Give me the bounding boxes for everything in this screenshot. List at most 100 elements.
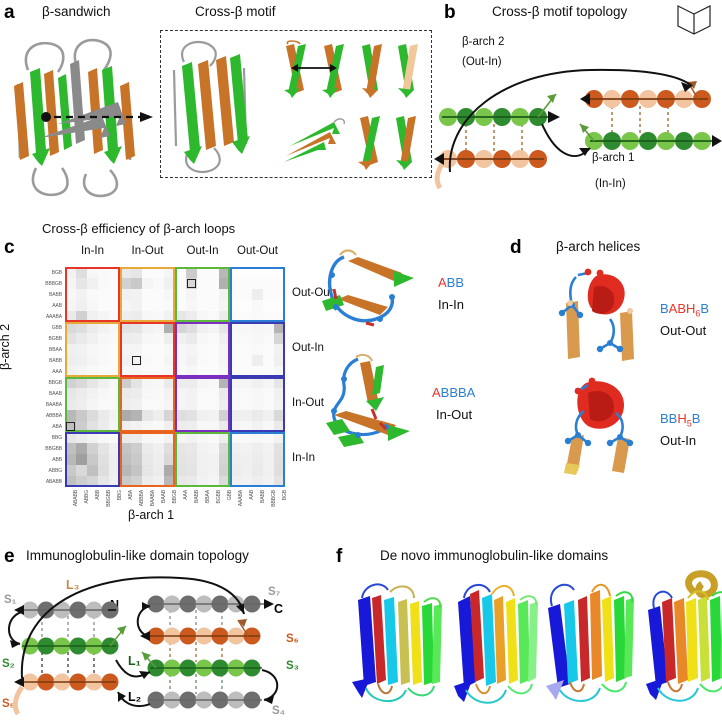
heatmap-cell[interactable]	[186, 432, 197, 443]
heatmap-cell[interactable]	[208, 388, 219, 399]
heatmap-cell[interactable]	[153, 267, 164, 278]
heatmap-cell[interactable]	[274, 366, 285, 377]
heatmap-cell[interactable]	[65, 432, 76, 443]
heatmap-cell[interactable]	[142, 410, 153, 421]
heatmap-cell[interactable]	[241, 443, 252, 454]
heatmap-cell[interactable]	[109, 289, 120, 300]
heatmap-cell[interactable]	[241, 289, 252, 300]
heatmap-cell[interactable]	[252, 300, 263, 311]
heatmap-cell[interactable]	[230, 476, 241, 487]
heatmap-cell[interactable]	[98, 410, 109, 421]
heatmap-cell[interactable]	[208, 443, 219, 454]
heatmap-cell[interactable]	[263, 300, 274, 311]
heatmap-cell[interactable]	[76, 366, 87, 377]
heatmap-cell[interactable]	[131, 421, 142, 432]
heatmap-cell[interactable]	[186, 377, 197, 388]
heatmap-cell[interactable]	[142, 300, 153, 311]
heatmap-cell[interactable]	[87, 399, 98, 410]
heatmap-cell[interactable]	[76, 443, 87, 454]
heatmap-cell[interactable]	[131, 322, 142, 333]
heatmap-cell[interactable]	[76, 333, 87, 344]
heatmap-cell[interactable]	[142, 443, 153, 454]
heatmap-cell[interactable]	[197, 443, 208, 454]
heatmap-cell[interactable]	[175, 432, 186, 443]
heatmap-cell[interactable]	[131, 311, 142, 322]
heatmap-cell[interactable]	[76, 377, 87, 388]
heatmap-cell[interactable]	[219, 344, 230, 355]
heatmap-cell[interactable]	[87, 344, 98, 355]
heatmap-cell[interactable]	[208, 476, 219, 487]
heatmap-cell[interactable]	[109, 432, 120, 443]
heatmap-cell[interactable]	[186, 333, 197, 344]
heatmap-cell[interactable]	[186, 300, 197, 311]
heatmap-cell[interactable]	[131, 267, 142, 278]
heatmap-cell[interactable]	[208, 377, 219, 388]
heatmap-cell[interactable]	[230, 421, 241, 432]
heatmap-cell[interactable]	[252, 454, 263, 465]
heatmap-cell[interactable]	[98, 388, 109, 399]
heatmap-cell[interactable]	[274, 476, 285, 487]
heatmap-cell[interactable]	[164, 311, 175, 322]
heatmap-cell[interactable]	[131, 432, 142, 443]
heatmap-cell[interactable]	[241, 454, 252, 465]
heatmap-cell[interactable]	[230, 399, 241, 410]
heatmap-cell[interactable]	[274, 289, 285, 300]
heatmap-cell[interactable]	[219, 355, 230, 366]
heatmap-cell[interactable]	[98, 311, 109, 322]
heatmap-cell[interactable]	[109, 300, 120, 311]
heatmap-cell[interactable]	[219, 399, 230, 410]
heatmap-cell[interactable]	[120, 465, 131, 476]
heatmap-cell[interactable]	[109, 410, 120, 421]
heatmap-cell[interactable]	[197, 388, 208, 399]
heatmap-cell[interactable]	[98, 454, 109, 465]
heatmap-cell[interactable]	[142, 432, 153, 443]
heatmap-cell[interactable]	[87, 278, 98, 289]
heatmap-cell[interactable]	[164, 322, 175, 333]
heatmap-cell[interactable]	[197, 300, 208, 311]
heatmap-cell[interactable]	[65, 399, 76, 410]
heatmap-cell[interactable]	[241, 333, 252, 344]
heatmap-cell[interactable]	[252, 410, 263, 421]
heatmap-cell[interactable]	[186, 278, 197, 289]
heatmap-cell[interactable]	[153, 322, 164, 333]
heatmap-cell[interactable]	[175, 278, 186, 289]
heatmap-cell[interactable]	[263, 399, 274, 410]
heatmap-cell[interactable]	[120, 443, 131, 454]
heatmap-cell[interactable]	[230, 355, 241, 366]
heatmap-cell[interactable]	[120, 322, 131, 333]
heatmap-cell[interactable]	[252, 289, 263, 300]
heatmap-cell[interactable]	[208, 432, 219, 443]
heatmap-cell[interactable]	[120, 432, 131, 443]
heatmap-cell[interactable]	[241, 278, 252, 289]
heatmap-cell[interactable]	[208, 300, 219, 311]
heatmap-cell[interactable]	[153, 410, 164, 421]
heatmap-cell[interactable]	[230, 300, 241, 311]
heatmap-cell[interactable]	[76, 432, 87, 443]
heatmap-cell[interactable]	[219, 388, 230, 399]
heatmap-cell[interactable]	[274, 443, 285, 454]
heatmap-cell[interactable]	[109, 443, 120, 454]
heatmap-cell[interactable]	[76, 355, 87, 366]
heatmap-cell[interactable]	[252, 476, 263, 487]
heatmap-cell[interactable]	[274, 454, 285, 465]
heatmap-cell[interactable]	[131, 410, 142, 421]
heatmap-cell[interactable]	[219, 410, 230, 421]
heatmap-cell[interactable]	[274, 344, 285, 355]
heatmap-cell[interactable]	[274, 322, 285, 333]
heatmap-cell[interactable]	[230, 443, 241, 454]
heatmap-cell[interactable]	[120, 476, 131, 487]
heatmap-cell[interactable]	[131, 454, 142, 465]
heatmap-cell[interactable]	[263, 377, 274, 388]
heatmap-cell[interactable]	[197, 465, 208, 476]
heatmap-cell[interactable]	[131, 388, 142, 399]
heatmap-cell[interactable]	[109, 267, 120, 278]
heatmap-cell[interactable]	[76, 410, 87, 421]
heatmap-cell[interactable]	[153, 366, 164, 377]
heatmap-cell[interactable]	[98, 355, 109, 366]
heatmap-cell[interactable]	[252, 399, 263, 410]
heatmap-cell[interactable]	[252, 344, 263, 355]
heatmap-cell[interactable]	[230, 267, 241, 278]
heatmap-cell[interactable]	[164, 344, 175, 355]
heatmap-cell[interactable]	[241, 366, 252, 377]
heatmap-cell[interactable]	[208, 344, 219, 355]
